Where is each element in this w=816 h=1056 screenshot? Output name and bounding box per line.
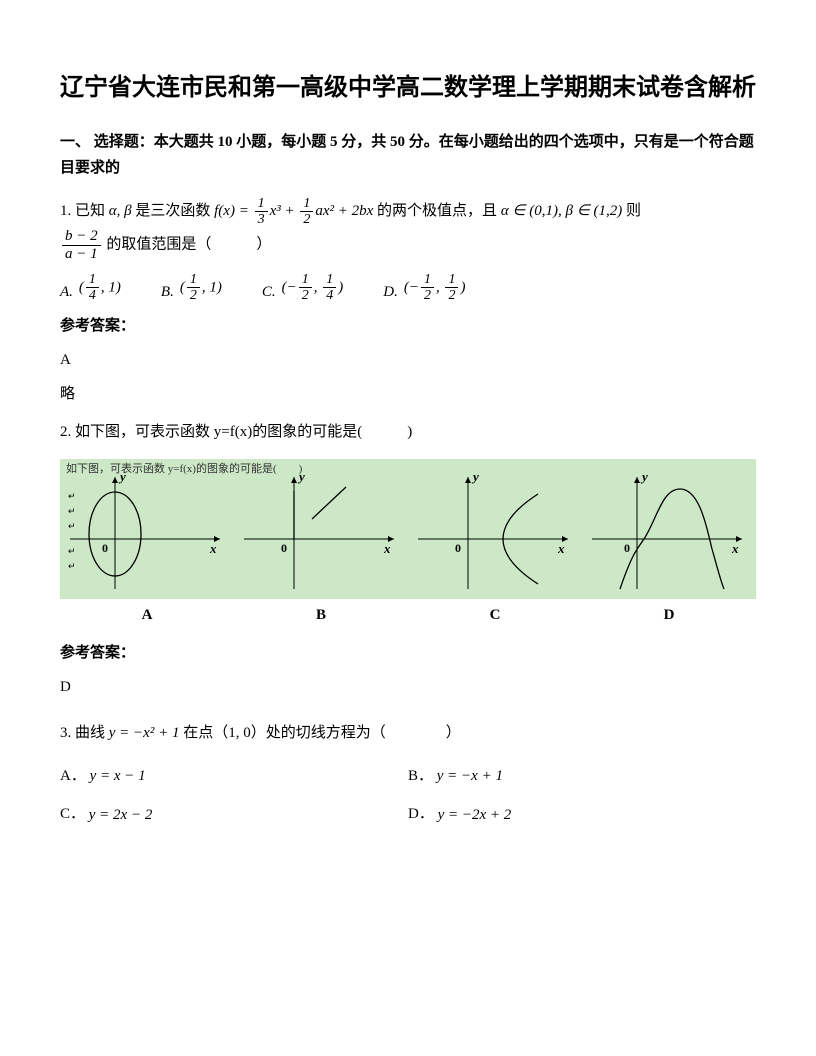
- q1-cond: α ∈ (0,1), β ∈ (1,2): [501, 195, 622, 228]
- opt-label: C．: [60, 806, 85, 822]
- frac-half: 12: [300, 196, 313, 228]
- svg-text:y: y: [118, 469, 126, 484]
- opt-label: B.: [161, 280, 174, 304]
- graph-label-d: D: [582, 603, 756, 627]
- q1-alpha-beta: α, β: [109, 195, 132, 228]
- graph-label-b: B: [234, 603, 408, 627]
- opt-eq: y = −x + 1: [437, 764, 503, 788]
- q3-prefix: 3. 曲线: [60, 725, 109, 741]
- den: 3: [255, 212, 268, 227]
- opt-eq: y = −2x + 2: [438, 803, 512, 827]
- svg-text:↵: ↵: [68, 546, 76, 556]
- q3-options: A． y = x − 1 B． y = −x + 1 C． y = 2x − 2…: [60, 764, 756, 827]
- opt-label: D．: [408, 806, 434, 822]
- q1-prefix: 1. 已知: [60, 203, 109, 219]
- q3-opt-c: C． y = 2x − 2: [60, 802, 408, 827]
- graph-c: y x 0: [408, 459, 582, 599]
- den: a − 1: [62, 246, 101, 263]
- graph-b: y x 0: [234, 459, 408, 599]
- svg-text:x: x: [731, 541, 739, 556]
- q1-opt-d: D. (−12, 12): [383, 272, 465, 304]
- opt-label: D.: [383, 280, 398, 304]
- svg-text:0: 0: [281, 541, 287, 555]
- q3-opt-a: A． y = x − 1: [60, 764, 408, 789]
- q2-answer: D: [60, 675, 756, 699]
- q1-options: A. (14, 1) B. (12, 1) C. (−12, 14) D. (−…: [60, 272, 756, 304]
- frac-third: 13: [255, 196, 268, 228]
- svg-text:x: x: [383, 541, 391, 556]
- opt-c-val: (−12, 14): [282, 272, 344, 304]
- opt-eq: y = 2x − 2: [89, 803, 153, 827]
- page-title: 辽宁省大连市民和第一高级中学高二数学理上学期期末试卷含解析: [60, 70, 756, 106]
- den: 2: [300, 212, 313, 227]
- svg-text:↵: ↵: [68, 561, 76, 571]
- q1-mid1: 是三次函数: [135, 203, 214, 219]
- question-1: 1. 已知 α, β 是三次函数 f(x) = 13x³ + 12ax² + 2…: [60, 195, 756, 262]
- question-2: 2. 如下图，可表示函数 y=f(x)的图象的可能是( ): [60, 416, 756, 449]
- svg-text:0: 0: [455, 541, 461, 555]
- q1-answer: A: [60, 348, 756, 372]
- graph-a: y x 0 ↵ ↵ ↵ ↵ ↵: [60, 459, 234, 599]
- q1-opt-a: A. (14, 1): [60, 272, 121, 304]
- svg-text:y: y: [471, 469, 479, 484]
- section-header: 一、 选择题：本大题共 10 小题，每小题 5 分，共 50 分。在每小题给出的…: [60, 130, 756, 181]
- graph-label-c: C: [408, 603, 582, 627]
- q3-opt-d: D． y = −2x + 2: [408, 802, 756, 827]
- q1-fx-lhs: f(x) =: [214, 203, 252, 219]
- svg-text:x: x: [209, 541, 217, 556]
- svg-text:y: y: [640, 469, 648, 484]
- q1-opt-c: C. (−12, 14): [262, 272, 343, 304]
- opt-label: B．: [408, 768, 433, 784]
- svg-text:y: y: [297, 469, 305, 484]
- answer-label-1: 参考答案：: [60, 314, 756, 338]
- svg-text:↵: ↵: [68, 506, 76, 516]
- q1-opt-b: B. (12, 1): [161, 272, 222, 304]
- q3-mid: 在点（1, 0）处的切线方程为（ ）: [183, 725, 461, 741]
- q1-range-label: 的取值范围是（ ）: [106, 237, 271, 253]
- question-3: 3. 曲线 y = −x² + 1 在点（1, 0）处的切线方程为（ ）: [60, 717, 756, 750]
- num: b − 2: [62, 228, 101, 246]
- num: 1: [300, 196, 313, 212]
- q1-mid2: 的两个极值点，且: [377, 203, 501, 219]
- answer-label-2: 参考答案：: [60, 641, 756, 665]
- graph-label-a: A: [60, 603, 234, 627]
- svg-text:↵: ↵: [68, 491, 76, 501]
- svg-text:↵: ↵: [68, 521, 76, 531]
- q3-eq: y = −x² + 1: [109, 717, 180, 750]
- q1-mid3: 则: [626, 203, 641, 219]
- num: 1: [255, 196, 268, 212]
- opt-label: A．: [60, 768, 86, 784]
- graph-d: y x 0: [582, 459, 756, 599]
- opt-label: C.: [262, 280, 276, 304]
- opt-label: A.: [60, 280, 73, 304]
- q1-slope-frac: b − 2 a − 1: [62, 228, 101, 262]
- svg-text:x: x: [557, 541, 565, 556]
- opt-a-val: (14, 1): [79, 272, 121, 304]
- q1-fx: f(x) = 13x³ + 12ax² + 2bx: [214, 195, 373, 228]
- opt-b-val: (12, 1): [180, 272, 222, 304]
- opt-eq: y = x − 1: [90, 764, 146, 788]
- q3-opt-b: B． y = −x + 1: [408, 764, 756, 789]
- svg-text:0: 0: [624, 541, 630, 555]
- graph-strip: 如下图，可表示函数 y=f(x)的图象的可能是( ) y x 0 ↵ ↵ ↵ ↵…: [60, 459, 756, 599]
- q1-brief: 略: [60, 382, 756, 406]
- svg-text:0: 0: [102, 541, 108, 555]
- opt-d-val: (−12, 12): [404, 272, 466, 304]
- graph-labels: A B C D: [60, 603, 756, 627]
